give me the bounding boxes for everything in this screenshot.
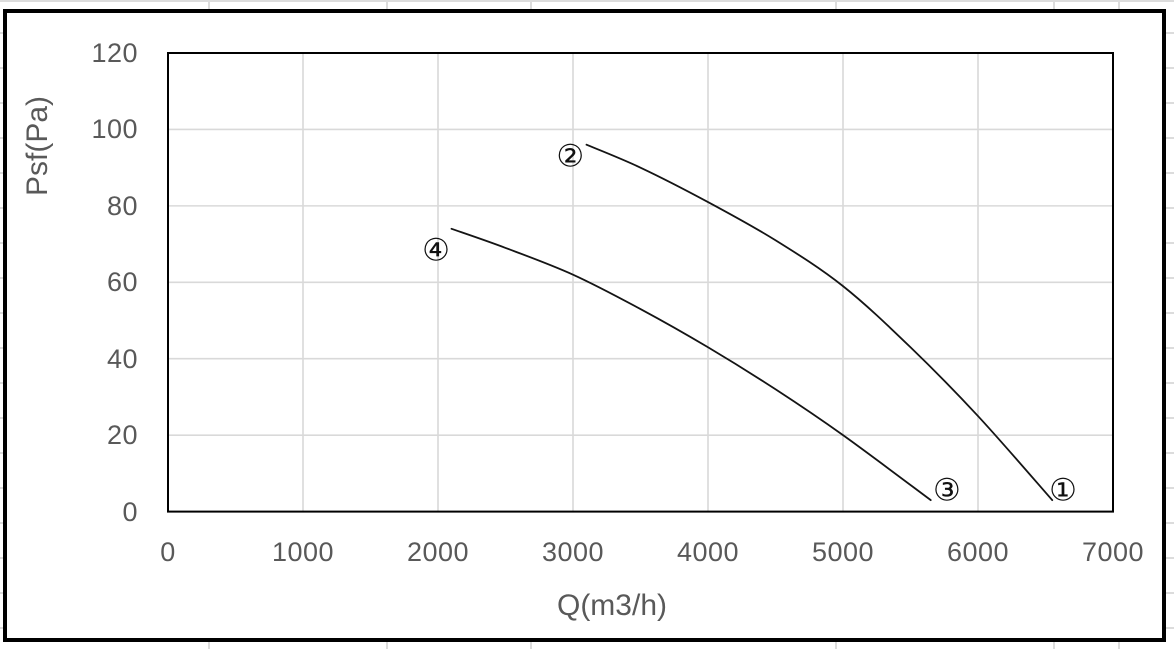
x-tick-label-6000: 6000 xyxy=(946,537,1010,567)
y-axis-title: Psf(Pa) xyxy=(21,95,54,197)
x-tick-label-3000: 3000 xyxy=(541,537,605,567)
fan-curve-lower[interactable] xyxy=(450,227,932,502)
x-tick-label-0: 0 xyxy=(160,537,176,567)
y-tick-label-0: 0 xyxy=(122,496,138,527)
x-tick-label-1000: 1000 xyxy=(271,537,335,567)
chart-frame[interactable] xyxy=(3,9,1166,642)
y-tick-label-80: 80 xyxy=(106,190,138,221)
curve-marker-3: ③ xyxy=(933,472,961,509)
y-tick-label-20: 20 xyxy=(106,420,138,451)
curve-marker-2: ② xyxy=(556,138,585,175)
x-tick-label-2000: 2000 xyxy=(406,537,470,567)
curve-marker-1: ① xyxy=(1049,472,1077,509)
y-tick-label-100: 100 xyxy=(91,114,138,145)
y-tick-label-120: 120 xyxy=(91,38,138,68)
x-tick-label-7000: 7000 xyxy=(1081,537,1145,567)
y-tick-label-60: 60 xyxy=(106,267,138,298)
spreadsheet-row-line xyxy=(0,0,1174,2)
y-tick-label-40: 40 xyxy=(106,343,138,374)
curve-marker-4: ④ xyxy=(422,231,450,268)
x-axis-title: Q(m3/h) xyxy=(556,589,667,622)
plot-border xyxy=(167,52,1114,513)
x-tick-label-4000: 4000 xyxy=(676,537,740,567)
fan-curve-upper[interactable] xyxy=(585,143,1054,502)
x-tick-label-5000: 5000 xyxy=(811,537,875,567)
